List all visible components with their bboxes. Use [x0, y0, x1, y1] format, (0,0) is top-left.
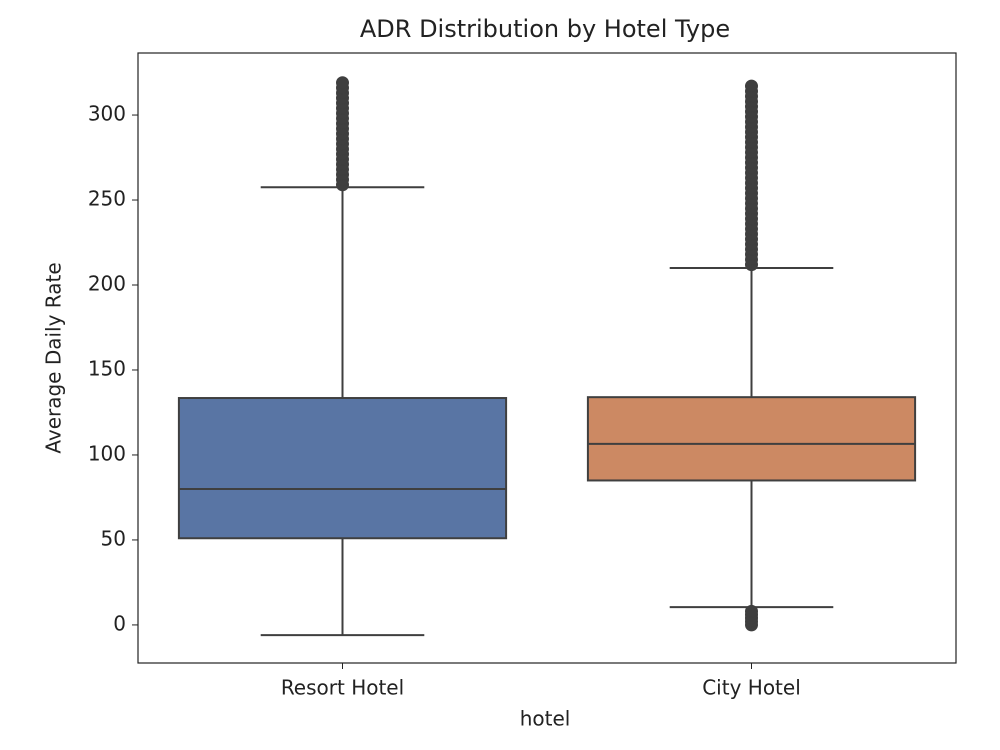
- plot-frame: [137, 52, 957, 664]
- outlier: [745, 79, 758, 93]
- x-tick-label: Resort Hotel: [281, 676, 404, 700]
- box: [177, 397, 508, 540]
- y-tick-label: 200: [88, 272, 126, 296]
- chart-title: ADR Distribution by Hotel Type: [360, 15, 730, 43]
- y-axis-label: Average Daily Rate: [42, 262, 66, 453]
- x-axis-label: hotel: [520, 707, 571, 731]
- outlier: [745, 604, 758, 618]
- y-tick-label: 250: [88, 187, 126, 211]
- y-tick-label: 300: [88, 102, 126, 126]
- x-tick-label: City Hotel: [702, 676, 801, 700]
- outlier: [336, 76, 349, 90]
- y-tick-label: 50: [101, 526, 126, 550]
- box: [586, 396, 917, 482]
- y-tick-label: 150: [88, 356, 126, 380]
- y-tick-label: 0: [113, 611, 126, 635]
- y-tick-label: 100: [88, 441, 126, 465]
